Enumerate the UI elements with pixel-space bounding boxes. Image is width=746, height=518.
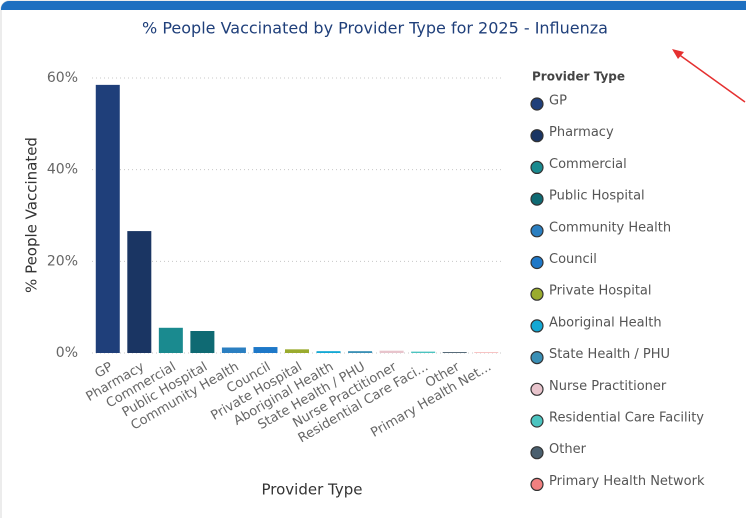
bar bbox=[316, 351, 341, 353]
legend-title: Provider Type bbox=[532, 70, 625, 84]
legend-label: Commercial bbox=[549, 157, 627, 172]
legend-marker bbox=[530, 224, 544, 238]
legend-label: GP bbox=[549, 94, 567, 109]
bar bbox=[127, 231, 152, 353]
legend-marker bbox=[530, 129, 544, 143]
legend-label: Aboriginal Health bbox=[549, 315, 662, 330]
y-tick-label: 40% bbox=[47, 162, 78, 178]
legend-label: Primary Health Network bbox=[549, 474, 705, 489]
bar bbox=[411, 351, 436, 353]
arrow-head bbox=[672, 49, 684, 59]
bar bbox=[221, 347, 246, 353]
legend-marker bbox=[530, 287, 544, 301]
bar bbox=[285, 349, 309, 353]
legend-marker bbox=[530, 414, 544, 428]
legend-label: Pharmacy bbox=[549, 125, 614, 140]
x-axis-label: Provider Type bbox=[262, 481, 363, 499]
chart-title: % People Vaccinated by Provider Type for… bbox=[142, 19, 608, 38]
annotation-arrow bbox=[673, 50, 746, 103]
card-top-bar bbox=[1, 1, 746, 10]
bar bbox=[95, 84, 120, 353]
y-axis-label: % People Vaccinated bbox=[23, 137, 41, 293]
legend-label: Other bbox=[549, 442, 587, 457]
legend-label: Public Hospital bbox=[549, 189, 645, 204]
legend-label: Council bbox=[549, 252, 597, 267]
bar bbox=[190, 331, 215, 353]
legend-label: Private Hospital bbox=[549, 284, 652, 299]
legend-marker bbox=[530, 160, 544, 174]
bar bbox=[158, 327, 183, 353]
legend-marker bbox=[530, 192, 544, 206]
y-tick-label: 60% bbox=[47, 70, 78, 86]
legend-label: State Health / PHU bbox=[549, 347, 670, 362]
bar bbox=[442, 352, 467, 353]
legend-marker bbox=[530, 97, 544, 111]
y-tick-label: 20% bbox=[47, 253, 78, 269]
legend-label: Residential Care Facility bbox=[549, 411, 704, 426]
legend-label: Community Health bbox=[549, 220, 671, 235]
legend-label: Nurse Practitioner bbox=[549, 379, 667, 394]
bar bbox=[379, 350, 404, 353]
bar bbox=[348, 351, 373, 353]
legend-marker bbox=[530, 351, 544, 365]
legend-marker bbox=[530, 319, 544, 333]
legend-marker bbox=[530, 446, 544, 460]
legend-marker bbox=[530, 255, 544, 270]
bar bbox=[253, 347, 278, 353]
y-tick-label: 0% bbox=[56, 345, 78, 361]
legend-marker bbox=[530, 382, 544, 396]
legend-marker bbox=[530, 477, 544, 491]
